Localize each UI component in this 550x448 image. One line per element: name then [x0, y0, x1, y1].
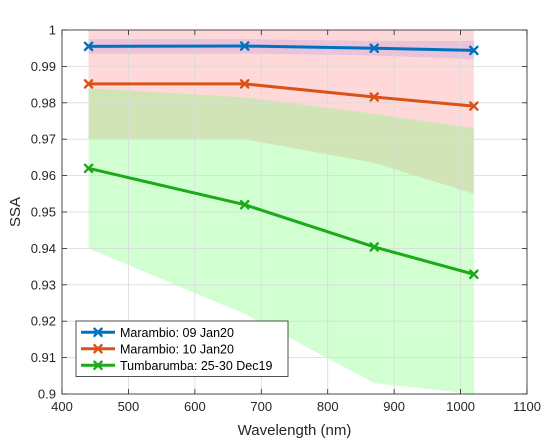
series-line [88, 44, 474, 52]
uncertainty-band-2 [88, 30, 474, 194]
series-lines [83, 41, 479, 280]
data-point-marker [239, 199, 250, 210]
y-tick-label: 0.97 [31, 132, 56, 147]
y-axis-ticks: 0.9 0.91 0.92 0.93 0.94 0.95 0.96 0.97 0.98 0.99 1 [31, 23, 527, 402]
data-point-marker [369, 43, 380, 53]
y-tick-label: 0.94 [31, 241, 56, 256]
data-point-marker [83, 79, 94, 89]
data-point-marker [239, 79, 250, 89]
uncertainty-band-3 [88, 88, 474, 395]
series-1 [83, 41, 479, 56]
legend-label: Marambio: 09 Jan20 [120, 326, 234, 340]
legend: Marambio: 09 Jan20 Marambio: 10 Jan20 Tumb… [75, 320, 289, 377]
y-axis-label: SSA [7, 197, 24, 227]
y-tick-label: 0.99 [31, 59, 56, 74]
legend-marker [93, 343, 103, 354]
legend-label: Marambio: 10 Jan20 [120, 342, 234, 356]
y-tick-label: 0.93 [31, 277, 56, 292]
series-3 [83, 163, 479, 280]
data-point-marker [469, 101, 479, 111]
x-tick-label: 1100 [513, 399, 541, 414]
x-tick-label: 400 [51, 399, 73, 414]
y-tick-label: 1 [49, 23, 56, 38]
y-tick-label: 0.98 [31, 95, 56, 110]
y-tick-label: 0.9 [38, 387, 56, 402]
x-tick-label: 900 [383, 399, 405, 414]
x-tick-label: 700 [250, 399, 272, 414]
y-tick-label: 0.95 [31, 205, 56, 220]
legend-marker [93, 360, 103, 371]
series-line [88, 82, 474, 108]
x-tick-label: 1000 [446, 399, 475, 414]
x-axis-ticks: 400 500 600 700 800 900 1000 1100 [51, 30, 541, 414]
x-axis-label: Wavelength (nm) [238, 422, 352, 439]
data-point-marker [369, 92, 380, 102]
x-tick-label: 500 [118, 399, 140, 414]
series-2 [83, 79, 479, 111]
data-point-marker [83, 163, 94, 174]
legend-box [75, 320, 289, 377]
data-point-marker [239, 41, 250, 51]
x-tick-label: 600 [184, 399, 206, 414]
data-point-marker [469, 45, 479, 56]
y-tick-label: 0.91 [31, 350, 56, 365]
uncertainty-bands [88, 30, 474, 395]
series-line [88, 166, 475, 276]
data-point-marker [369, 242, 380, 252]
data-point-marker [469, 269, 479, 280]
legend-label: Tumbarumba: 25-30 Dec19 [120, 359, 272, 373]
y-tick-label: 0.96 [31, 168, 56, 183]
legend-entry-3: Tumbarumba: 25-30 Dec19 [81, 359, 272, 373]
legend-entry-2: Marambio: 10 Jan20 [81, 342, 234, 356]
y-tick-label: 0.92 [31, 314, 56, 329]
data-point-marker [83, 41, 94, 52]
x-tick-label: 800 [317, 399, 339, 414]
legend-entry-1: Marambio: 09 Jan20 [81, 326, 234, 340]
legend-marker [93, 327, 103, 338]
